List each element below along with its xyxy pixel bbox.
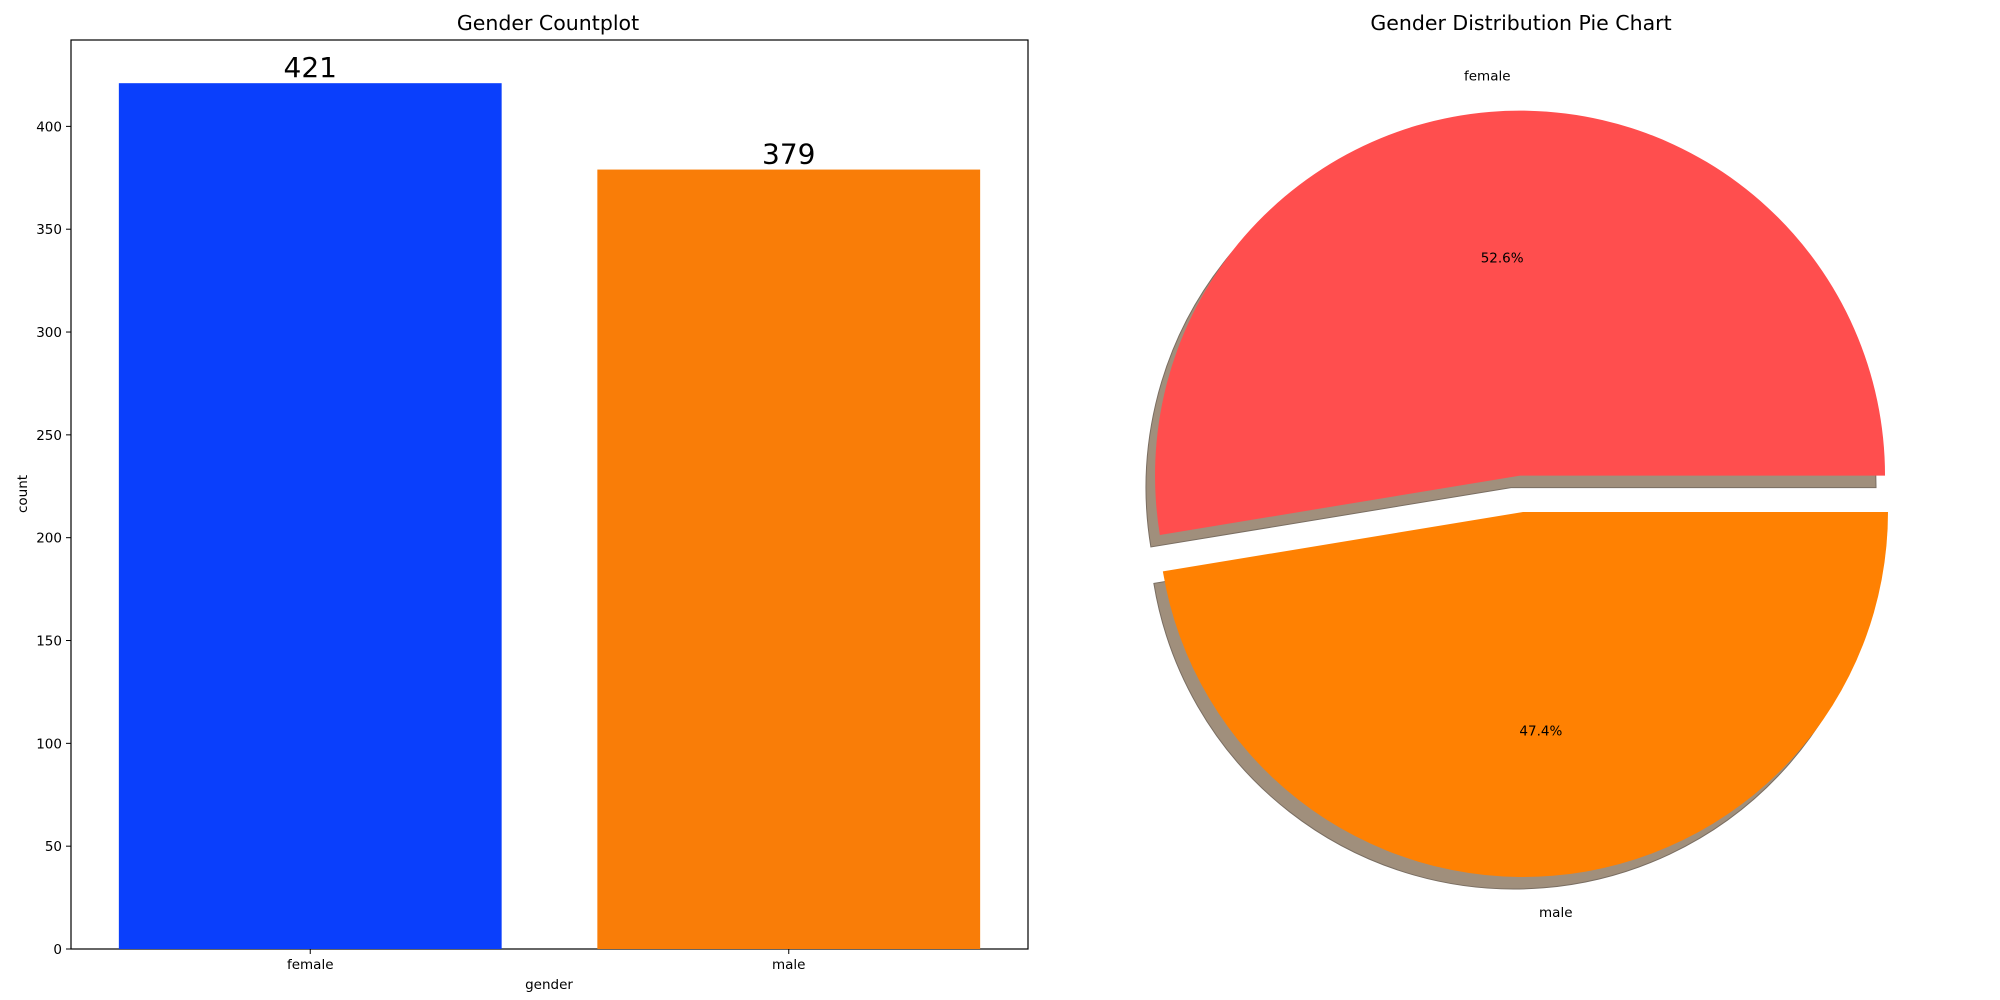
y-tick-label: 150	[36, 634, 62, 650]
y-tick-label: 350	[36, 222, 62, 238]
pie-slices	[1155, 110, 1888, 877]
y-tick-label: 100	[36, 736, 62, 752]
y-axis-label: count	[15, 475, 31, 513]
bar-value-labels: 421 379	[284, 51, 816, 170]
bar-value-label: 379	[762, 138, 815, 171]
pie-chart-title: Gender Distribution Pie Chart	[1370, 11, 1671, 35]
y-tick-label: 400	[36, 119, 62, 135]
y-tick-label: 50	[45, 839, 62, 855]
x-tick-label: female	[287, 957, 334, 973]
x-axis-label: gender	[525, 977, 573, 993]
bar-value-label: 421	[284, 51, 337, 84]
y-tick-label: 300	[36, 325, 62, 341]
pie-chart-panel: Gender Distribution Pie Chart female 52.6…	[1145, 11, 1888, 921]
pie-labels: female 52.6% male 47.4%	[1464, 68, 1573, 921]
y-tick-label: 0	[53, 942, 62, 958]
bar-chart-title: Gender Countplot	[457, 11, 639, 35]
pie-pct-label: 52.6%	[1481, 250, 1524, 266]
pie-label: male	[1539, 905, 1572, 921]
bar-marks	[118, 83, 981, 949]
x-tick-label: male	[772, 957, 805, 973]
pie-pct-label: 47.4%	[1519, 723, 1562, 739]
pie-slice-female	[1155, 110, 1886, 535]
x-axis-tick-labels: female male	[287, 949, 805, 973]
bar-female	[118, 83, 502, 949]
pie-label: female	[1464, 68, 1511, 84]
y-tick-label: 200	[36, 531, 62, 547]
y-axis-ticks: 0 50 100 150 200 250 300 350 400	[36, 119, 71, 958]
bar-male	[597, 169, 981, 949]
bar-chart-panel: Gender Countplot 0 50 100 150 200 250 300 350 40…	[15, 11, 1029, 993]
y-tick-label: 250	[36, 428, 62, 444]
pie-slice-male	[1162, 512, 1888, 877]
